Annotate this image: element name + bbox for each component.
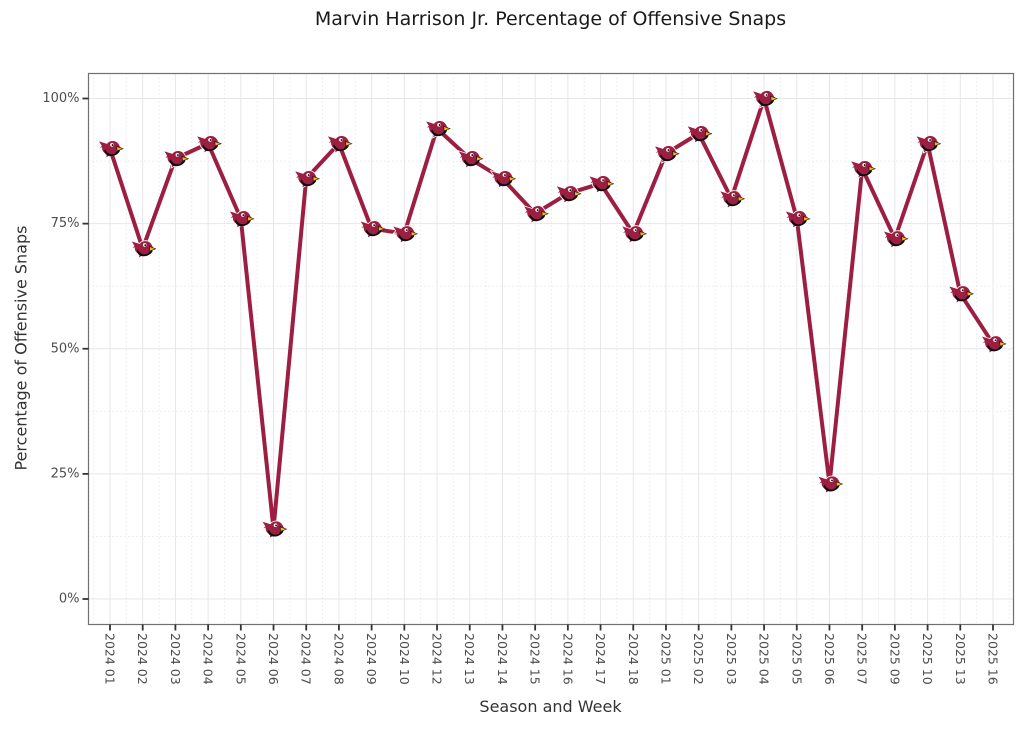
chart-title: Marvin Harrison Jr. Percentage of Offens… [314, 8, 787, 30]
x-tick-labels: 2024 01 2024 02 2024 03 2024 04 2024 05 2024 … [103, 633, 1001, 685]
x-tick-label: 2025 16 [986, 633, 1001, 685]
x-tick-label: 2024 05 [233, 633, 248, 685]
x-tick-label: 2024 16 [560, 633, 575, 685]
x-tick-label: 2024 14 [495, 633, 510, 685]
cardinals-logo-marker [97, 140, 124, 159]
y-tick-labels: 0% 25% 50% 75% 100% [42, 91, 79, 607]
y-tick-label: 25% [51, 466, 80, 481]
x-tick-label: 2024 10 [397, 633, 412, 685]
cardinals-logo-marker [392, 225, 418, 244]
major-gridlines [88, 73, 1014, 625]
x-tick-label: 2025 10 [920, 633, 935, 685]
cardinals-logo-marker [228, 210, 255, 229]
x-tick-label: 2024 04 [201, 633, 216, 685]
x-tick-label: 2024 15 [528, 633, 543, 685]
x-tick-label: 2025 03 [724, 633, 739, 685]
x-tick-label: 2024 03 [168, 633, 183, 685]
cardinals-logo-marker [751, 90, 778, 109]
cardinals-logo-marker [980, 335, 1007, 354]
cardinals-logo-marker [948, 285, 974, 304]
cardinals-logo-marker [195, 135, 222, 154]
x-tick-label: 2024 01 [103, 633, 118, 685]
x-tick-label: 2024 17 [593, 633, 608, 685]
x-tick-label: 2024 18 [626, 633, 641, 685]
x-tick-label: 2025 02 [691, 633, 706, 685]
x-tick-label: 2024 13 [462, 633, 477, 685]
y-tick-label: 0% [59, 592, 80, 607]
axis-tick-marks [82, 97, 994, 631]
y-axis-title: Percentage of Offensive Snaps [11, 225, 31, 471]
cardinals-logo-marker [130, 240, 157, 259]
cardinals-logo-marker [817, 475, 843, 494]
x-axis-title: Season and Week [479, 697, 622, 716]
x-tick-label: 2024 02 [135, 633, 150, 685]
x-tick-label: 2025 04 [757, 633, 772, 685]
cardinals-logo-marker [784, 210, 811, 229]
cardinals-logo-marker [719, 190, 745, 209]
cardinals-logo-marker [261, 520, 287, 539]
cardinals-logo-marker [293, 170, 320, 189]
snap-percentage-line [108, 96, 995, 531]
y-tick-label: 75% [51, 216, 80, 231]
cardinals-logo-marker [588, 175, 615, 194]
x-tick-label: 2025 05 [789, 633, 804, 685]
x-tick-label: 2025 07 [855, 633, 870, 685]
y-tick-label: 100% [42, 91, 79, 106]
y-tick-label: 50% [51, 341, 80, 356]
x-tick-label: 2024 08 [331, 633, 346, 685]
cardinals-logo-marker [490, 170, 516, 189]
cardinals-logo-marker [882, 230, 909, 249]
x-tick-label: 2024 09 [364, 633, 379, 685]
x-tick-label: 2025 13 [953, 633, 968, 685]
x-tick-label: 2024 07 [299, 633, 314, 685]
cardinals-logo-marker [915, 135, 942, 154]
x-tick-label: 2024 06 [266, 633, 281, 685]
x-tick-label: 2025 01 [658, 633, 673, 685]
x-tick-label: 2025 06 [822, 633, 837, 685]
x-tick-label: 2024 12 [430, 633, 445, 685]
x-tick-label: 2025 09 [887, 633, 902, 685]
cardinals-logo-marker [620, 225, 647, 244]
data-point-markers [97, 90, 1007, 539]
cardinals-logo-marker [849, 160, 876, 179]
